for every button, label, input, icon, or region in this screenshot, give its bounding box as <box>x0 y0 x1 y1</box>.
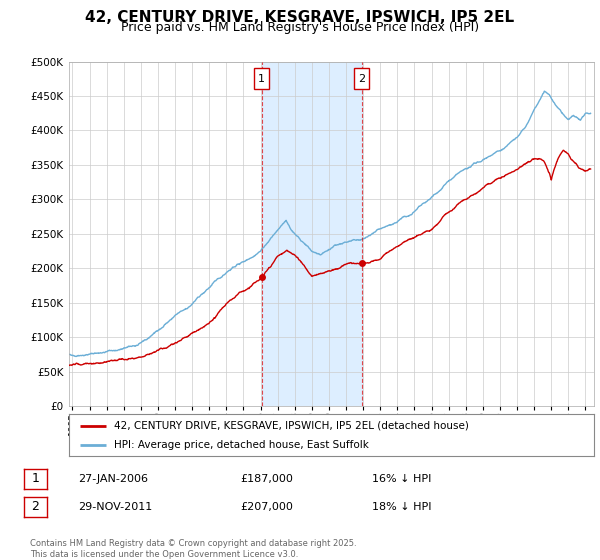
Text: 1: 1 <box>31 472 40 486</box>
Text: 2: 2 <box>31 500 40 514</box>
Text: 42, CENTURY DRIVE, KESGRAVE, IPSWICH, IP5 2EL (detached house): 42, CENTURY DRIVE, KESGRAVE, IPSWICH, IP… <box>113 421 469 431</box>
FancyBboxPatch shape <box>254 68 269 89</box>
Text: 1: 1 <box>258 74 265 84</box>
Text: 16% ↓ HPI: 16% ↓ HPI <box>372 474 431 484</box>
Bar <box>262 62 362 406</box>
Text: Price paid vs. HM Land Registry's House Price Index (HPI): Price paid vs. HM Land Registry's House … <box>121 21 479 34</box>
Text: 29-NOV-2011: 29-NOV-2011 <box>78 502 152 512</box>
FancyBboxPatch shape <box>354 68 369 89</box>
Text: Contains HM Land Registry data © Crown copyright and database right 2025.
This d: Contains HM Land Registry data © Crown c… <box>30 539 356 559</box>
Text: 27-JAN-2006: 27-JAN-2006 <box>78 474 148 484</box>
Text: £187,000: £187,000 <box>240 474 293 484</box>
Text: 42, CENTURY DRIVE, KESGRAVE, IPSWICH, IP5 2EL: 42, CENTURY DRIVE, KESGRAVE, IPSWICH, IP… <box>85 10 515 25</box>
Text: £207,000: £207,000 <box>240 502 293 512</box>
Text: HPI: Average price, detached house, East Suffolk: HPI: Average price, detached house, East… <box>113 440 368 450</box>
Text: 18% ↓ HPI: 18% ↓ HPI <box>372 502 431 512</box>
Text: 2: 2 <box>358 74 365 84</box>
